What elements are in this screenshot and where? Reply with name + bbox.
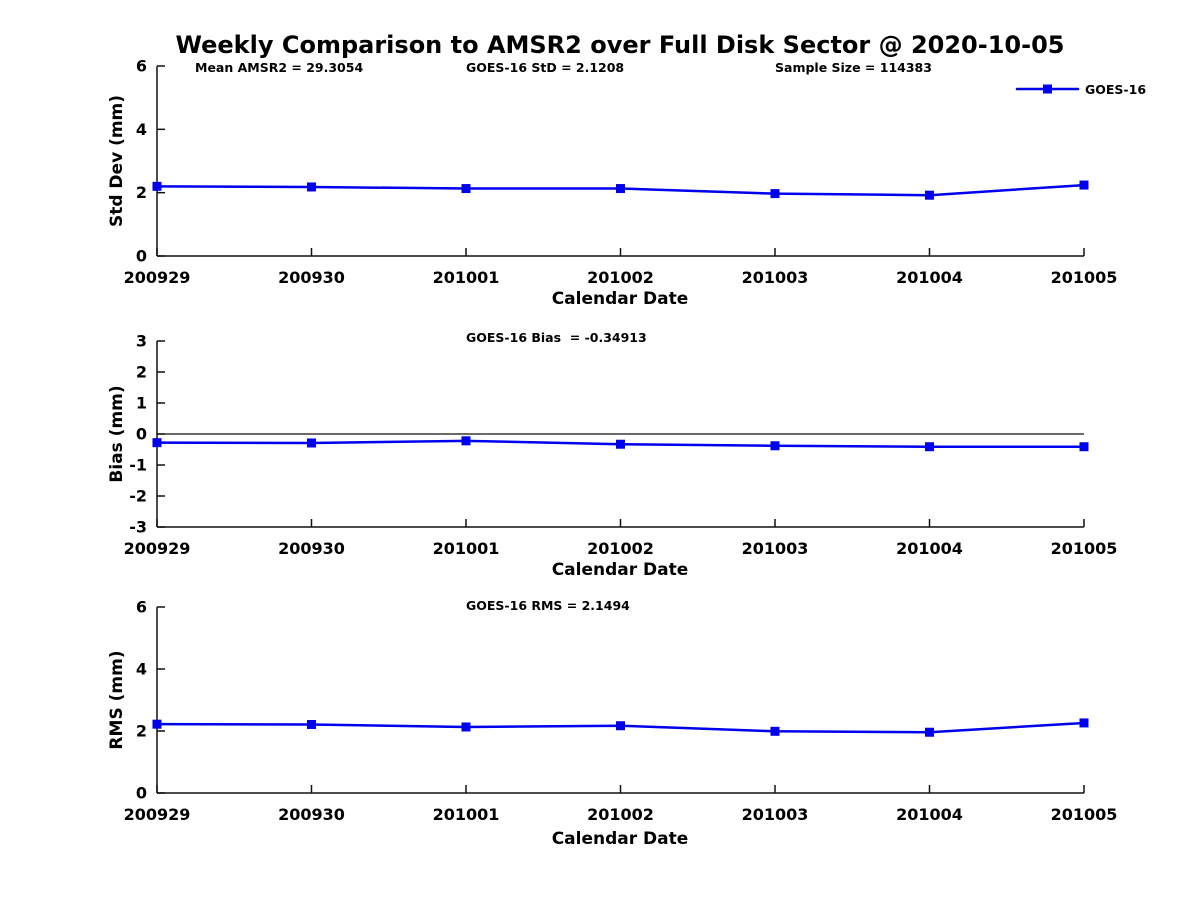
series-marker [152, 719, 162, 729]
y-tick-label: 0 [136, 784, 147, 803]
x-axis-title: Calendar Date [552, 289, 689, 309]
series-marker [461, 436, 471, 446]
x-tick-label: 200929 [124, 805, 191, 824]
x-tick-label: 201005 [1051, 539, 1118, 558]
x-tick-label: 201005 [1051, 268, 1118, 287]
legend-label: GOES-16 [1085, 82, 1146, 97]
series-marker [461, 184, 471, 194]
y-tick-label: 2 [136, 183, 147, 202]
y-tick-label: 4 [136, 120, 147, 139]
bias-subplot: GOES-16 Bias = -0.34913 Bias (mm) Calend… [107, 330, 1117, 580]
bias-axes: -3 -2 -1 0 1 2 3 200929 200930 201001 201002 201003… [124, 332, 1118, 559]
series-marker [616, 721, 625, 731]
rms-axes: 0 2 4 6 200929 200930 201001 201002 201003 201004… [124, 598, 1118, 825]
x-tick-label: 201003 [742, 268, 809, 287]
y-tick-label: 0 [136, 425, 147, 444]
x-tick-label: 200930 [278, 268, 345, 287]
std-dev-axes: 0 2 4 6 200929 200930 201001 201002 201003 201004… [124, 57, 1118, 288]
series-marker [770, 189, 780, 199]
y-tick-label: 0 [136, 247, 147, 266]
x-tick-label: 200929 [124, 268, 191, 287]
series-marker [307, 438, 316, 448]
annotation-goes16-rms: GOES-16 RMS = 2.1494 [466, 598, 630, 613]
x-tick-label: 201001 [433, 539, 500, 558]
std-dev-subplot: Mean AMSR2 = 29.3054 GOES-16 StD = 2.120… [107, 57, 1117, 310]
series-marker [152, 181, 162, 191]
series-marker [616, 439, 625, 449]
annotation-goes16-bias: GOES-16 Bias = -0.34913 [466, 330, 647, 345]
series-marker [770, 726, 780, 736]
series-marker [925, 727, 934, 737]
x-tick-label: 201002 [587, 539, 654, 558]
x-tick-label: 201001 [433, 268, 500, 287]
legend: GOES-16 [1015, 82, 1146, 97]
y-tick-label: -2 [129, 487, 147, 506]
series-marker [616, 184, 625, 194]
x-axis-title: Calendar Date [552, 829, 689, 849]
annotation-goes16-std: GOES-16 StD = 2.1208 [466, 60, 624, 75]
x-tick-label: 200929 [124, 539, 191, 558]
x-tick-label: 201003 [742, 805, 809, 824]
y-tick-label: -3 [129, 518, 147, 537]
annotation-sample-size: Sample Size = 114383 [775, 60, 932, 75]
y-tick-label: 6 [136, 598, 147, 617]
x-tick-label: 201004 [896, 539, 963, 558]
y-axis-title: RMS (mm) [107, 650, 127, 749]
x-tick-label: 200930 [278, 539, 345, 558]
x-tick-label: 201002 [587, 268, 654, 287]
x-tick-label: 201005 [1051, 805, 1118, 824]
y-axis-title: Bias (mm) [107, 385, 127, 482]
y-axis-title: Std Dev (mm) [107, 95, 127, 227]
y-tick-label: 1 [136, 394, 147, 413]
series-marker [307, 182, 316, 192]
series-marker [1079, 718, 1089, 728]
legend-marker-icon [1043, 84, 1052, 94]
y-tick-label: 2 [136, 722, 147, 741]
series-marker [307, 719, 316, 729]
x-tick-label: 201003 [742, 539, 809, 558]
x-tick-label: 201004 [896, 268, 963, 287]
annotation-mean-amsr2: Mean AMSR2 = 29.3054 [195, 60, 363, 75]
series-marker [770, 441, 780, 451]
x-tick-label: 200930 [278, 805, 345, 824]
series-marker [925, 442, 934, 452]
y-tick-label: 4 [136, 660, 147, 679]
y-tick-label: -1 [129, 456, 147, 475]
y-tick-label: 3 [136, 332, 147, 351]
figure-title: Weekly Comparison to AMSR2 over Full Dis… [176, 31, 1065, 59]
series-marker [925, 190, 934, 200]
series-marker [1079, 442, 1089, 452]
y-tick-label: 2 [136, 363, 147, 382]
x-axis-title: Calendar Date [552, 560, 689, 580]
rms-subplot: GOES-16 RMS = 2.1494 RMS (mm) Calendar D… [107, 598, 1117, 850]
series-marker [1079, 180, 1089, 190]
x-tick-label: 201001 [433, 805, 500, 824]
x-tick-label: 201004 [896, 805, 963, 824]
y-tick-label: 6 [136, 57, 147, 76]
series-marker [152, 438, 162, 448]
series-marker [461, 722, 471, 732]
x-tick-label: 201002 [587, 805, 654, 824]
